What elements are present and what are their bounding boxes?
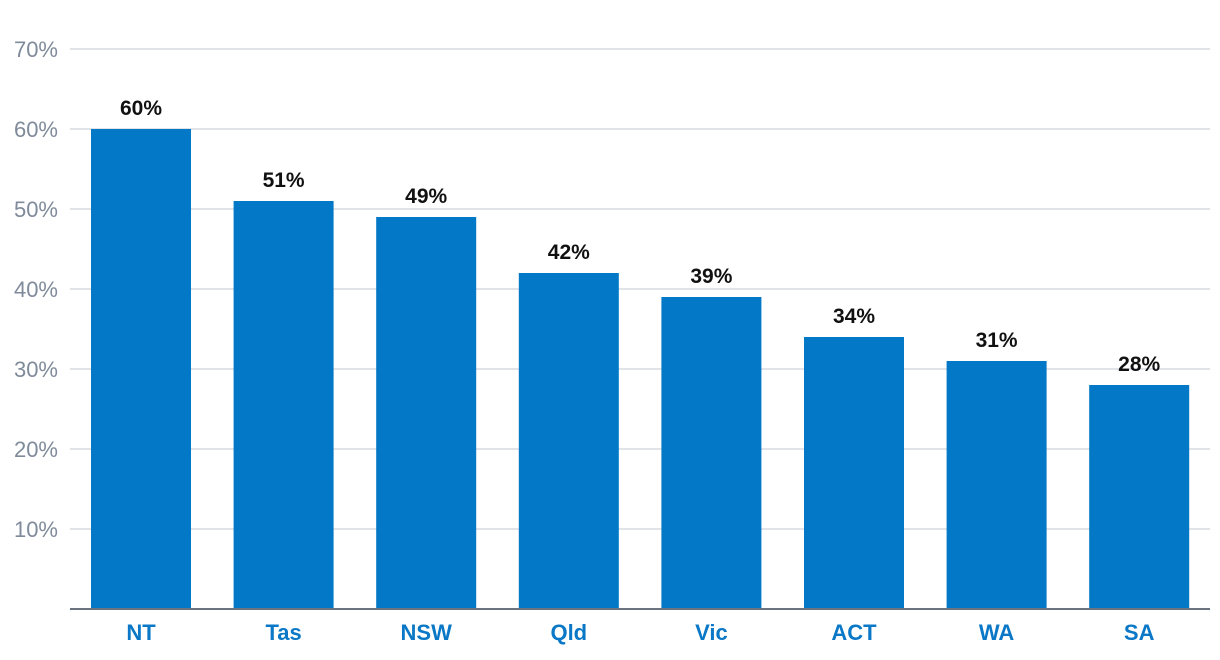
- y-tick-label: 40%: [14, 277, 58, 302]
- x-tick-label-sa: SA: [1124, 620, 1155, 645]
- bar-act: [804, 337, 904, 609]
- data-label-nsw: 49%: [405, 185, 447, 208]
- bar-nt: [91, 129, 191, 609]
- y-tick-label: 10%: [14, 517, 58, 542]
- bar-vic: [661, 297, 762, 609]
- data-label-act: 34%: [833, 305, 875, 328]
- bar-qld: [518, 273, 619, 609]
- bar-tas: [233, 201, 334, 609]
- x-tick-label-wa: WA: [979, 620, 1015, 645]
- x-tick-label-act: ACT: [831, 620, 877, 645]
- bars: [91, 129, 1190, 609]
- bar-wa: [946, 361, 1047, 609]
- data-label-wa: 31%: [976, 329, 1018, 352]
- y-tick-label: 60%: [14, 117, 58, 142]
- data-label-tas: 51%: [263, 169, 305, 192]
- data-label-nt: 60%: [120, 97, 162, 120]
- x-axis-tick-labels: NT Tas NSW Qld Vic ACT WA SA: [126, 620, 1154, 645]
- data-label-qld: 42%: [548, 241, 590, 264]
- data-labels: 60% 51% 49% 42% 39% 34% 31% 28%: [120, 97, 1161, 376]
- x-tick-label-tas: Tas: [265, 620, 301, 645]
- x-tick-label-vic: Vic: [695, 620, 728, 645]
- y-axis-tick-labels: 10% 20% 30% 40% 50% 60% 70%: [14, 37, 58, 542]
- y-tick-label: 50%: [14, 197, 58, 222]
- y-tick-label: 70%: [14, 37, 58, 62]
- x-tick-label-qld: Qld: [550, 620, 587, 645]
- data-label-sa: 28%: [1118, 353, 1160, 376]
- bar-nsw: [376, 217, 477, 609]
- bar-sa: [1089, 385, 1190, 609]
- x-tick-label-nsw: NSW: [401, 620, 453, 645]
- y-tick-label: 20%: [14, 437, 58, 462]
- y-tick-label: 30%: [14, 357, 58, 382]
- data-label-vic: 39%: [690, 265, 732, 288]
- x-tick-label-nt: NT: [126, 620, 156, 645]
